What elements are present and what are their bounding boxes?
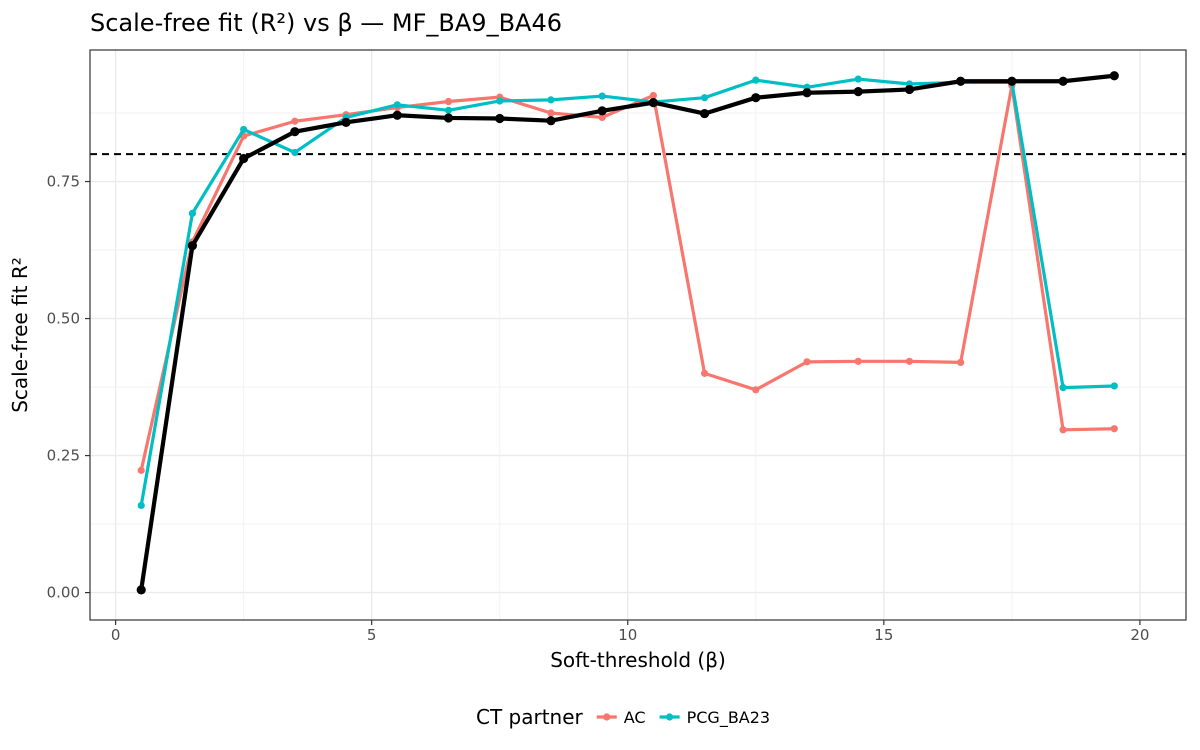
data-point-reference <box>699 108 710 119</box>
data-point-pcg-ba23 <box>188 209 197 217</box>
legend-key-ac <box>596 713 617 721</box>
data-point-pcg-ba23 <box>700 94 709 102</box>
data-point-reference <box>802 88 812 98</box>
data-point-reference <box>392 110 402 120</box>
y-axis-title: Scale-free fit R² <box>8 257 32 413</box>
x-tick-label: 10 <box>618 626 637 644</box>
x-axis-title: Soft-threshold (β) <box>550 648 726 672</box>
data-point-pcg-ba23 <box>854 75 862 83</box>
data-point-reference <box>1007 76 1017 86</box>
y-tick-label: 0.75 <box>47 173 80 191</box>
series-layer <box>136 71 1119 595</box>
data-point-pcg-ba23 <box>291 148 299 157</box>
data-point-reference <box>956 76 966 86</box>
data-point-reference <box>597 106 607 116</box>
data-point-pcg-ba23 <box>393 101 401 109</box>
data-point-ac <box>547 109 555 117</box>
data-point-pcg-ba23 <box>496 97 504 105</box>
y-tick-label: 0.25 <box>47 447 80 465</box>
y-tick-label: 0.50 <box>47 310 80 328</box>
data-point-pcg-ba23 <box>1110 382 1118 390</box>
data-point-reference <box>239 153 249 164</box>
x-tick-label: 5 <box>367 626 377 644</box>
data-point-reference <box>341 117 351 127</box>
data-point-pcg-ba23 <box>752 76 760 84</box>
data-point-ac <box>700 369 709 377</box>
data-point-reference <box>751 93 761 103</box>
data-point-pcg-ba23 <box>598 92 606 100</box>
data-point-ac <box>649 91 657 100</box>
data-point-ac <box>291 117 299 125</box>
data-point-reference <box>1058 76 1068 86</box>
data-point-reference <box>443 113 454 123</box>
data-point-ac <box>752 386 760 394</box>
series-line-reference <box>139 73 1117 592</box>
legend-label-pcg-ba23: PCG_BA23 <box>687 708 771 728</box>
plot-border <box>89 49 1187 621</box>
data-point-pcg-ba23 <box>137 501 145 510</box>
x-tick-label: 15 <box>874 626 893 644</box>
data-point-reference <box>290 127 300 137</box>
data-point-ac <box>803 358 811 366</box>
legend-title: CT partner <box>476 705 584 729</box>
data-point-ac <box>905 357 914 365</box>
data-point-reference <box>853 87 863 97</box>
x-axis: 0 5 10 15 20 <box>111 620 1149 644</box>
data-point-ac <box>137 466 145 474</box>
data-point-reference <box>187 241 198 251</box>
data-point-reference <box>136 585 146 595</box>
chart-title: Scale-free fit (R²) vs β — MF_BA9_BA46 <box>90 9 562 37</box>
legend-label-ac: AC <box>624 708 646 727</box>
legend: CT partner AC PCG_BA23 <box>476 705 770 729</box>
data-point-ac <box>1110 425 1118 433</box>
data-point-reference <box>546 116 556 126</box>
y-axis: 0.00 0.25 0.50 0.75 <box>47 173 90 602</box>
x-tick-label: 20 <box>1130 626 1149 644</box>
data-point-pcg-ba23 <box>1059 384 1067 392</box>
data-point-pcg-ba23 <box>240 125 248 134</box>
major-grid <box>90 50 1186 620</box>
data-point-ac <box>854 357 862 365</box>
y-tick-label: 0.00 <box>47 584 80 602</box>
x-tick-label: 0 <box>111 626 121 644</box>
data-point-ac <box>957 358 965 367</box>
legend-key-point-pcg-ba23 <box>666 713 674 721</box>
series-reference <box>136 71 1119 595</box>
data-point-reference <box>495 113 505 124</box>
data-point-ac <box>1059 426 1067 434</box>
data-point-ac <box>598 113 606 122</box>
data-point-pcg-ba23 <box>547 96 555 104</box>
legend-key-point-ac <box>603 713 611 721</box>
data-point-ac <box>444 97 453 106</box>
data-point-reference <box>1109 71 1119 81</box>
data-point-pcg-ba23 <box>444 106 453 114</box>
data-point-reference <box>904 84 915 95</box>
minor-grid <box>90 50 1186 620</box>
legend-key-pcg-ba23 <box>659 713 680 721</box>
data-point-reference <box>648 98 658 108</box>
